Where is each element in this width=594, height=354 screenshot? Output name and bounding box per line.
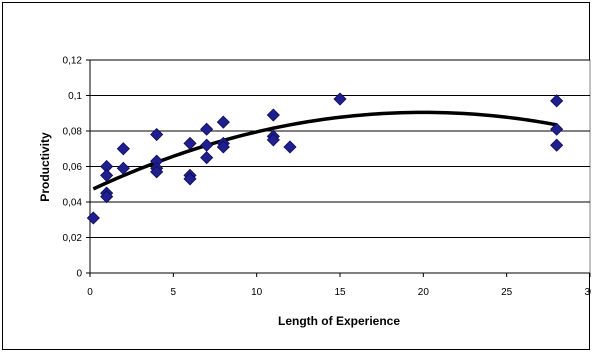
- data-point-26: [550, 122, 564, 136]
- x-tick-label: 15: [334, 287, 346, 298]
- y-tick-label: 0,02: [63, 233, 83, 244]
- x-tick-label: 30: [584, 287, 591, 298]
- data-point-25: [550, 94, 564, 108]
- x-tick-label: 0: [87, 287, 93, 298]
- x-tick-label: 10: [251, 287, 263, 298]
- data-point-19: [216, 140, 230, 154]
- data-point-10: [150, 165, 164, 179]
- y-tick-label: 0,1: [68, 91, 82, 102]
- data-point-14: [200, 122, 214, 136]
- data-point-16: [200, 151, 214, 165]
- data-point-24: [333, 92, 347, 106]
- data-point-20: [266, 108, 280, 122]
- data-point-17: [216, 115, 230, 129]
- data-point-0: [86, 211, 100, 225]
- y-tick-labels: 0 0,02 0,04 0,06 0,08 0,1 0,12: [63, 56, 90, 280]
- data-point-2: [100, 168, 114, 182]
- y-tick-label: 0,08: [63, 127, 83, 138]
- x-tick-label: 25: [501, 287, 513, 298]
- scatter-chart: 0 0,02 0,04 0,06 0,08 0,1 0,12 0 5 10 15 20 25 30 Le…: [38, 56, 591, 329]
- trendline: [92, 110, 557, 191]
- x-tick-label: 5: [171, 287, 177, 298]
- y-tick-label: 0: [76, 269, 82, 280]
- x-axis-title: Length of Experience: [278, 314, 400, 328]
- y-tick-label: 0,12: [63, 56, 83, 67]
- data-point-13: [183, 172, 197, 186]
- y-tick-label: 0,06: [63, 162, 83, 173]
- data-point-6: [116, 161, 130, 175]
- x-tick-labels: 0 5 10 15 20 25 30: [87, 273, 591, 298]
- data-point-11: [183, 136, 197, 150]
- data-point-27: [550, 138, 564, 152]
- x-tick-label: 20: [418, 287, 430, 298]
- y-tick-label: 0,04: [63, 198, 83, 209]
- data-point-23: [283, 140, 297, 154]
- data-point-7: [150, 127, 164, 142]
- data-point-22: [266, 133, 280, 147]
- data-point-5: [116, 142, 130, 156]
- data-point-4: [100, 190, 114, 204]
- data-points: [86, 92, 564, 225]
- chart-frame: 0 0,02 0,04 0,06 0,08 0,1 0,12 0 5 10 15 20 25 30 Le…: [2, 2, 591, 350]
- y-axis-title: Productivity: [38, 132, 52, 202]
